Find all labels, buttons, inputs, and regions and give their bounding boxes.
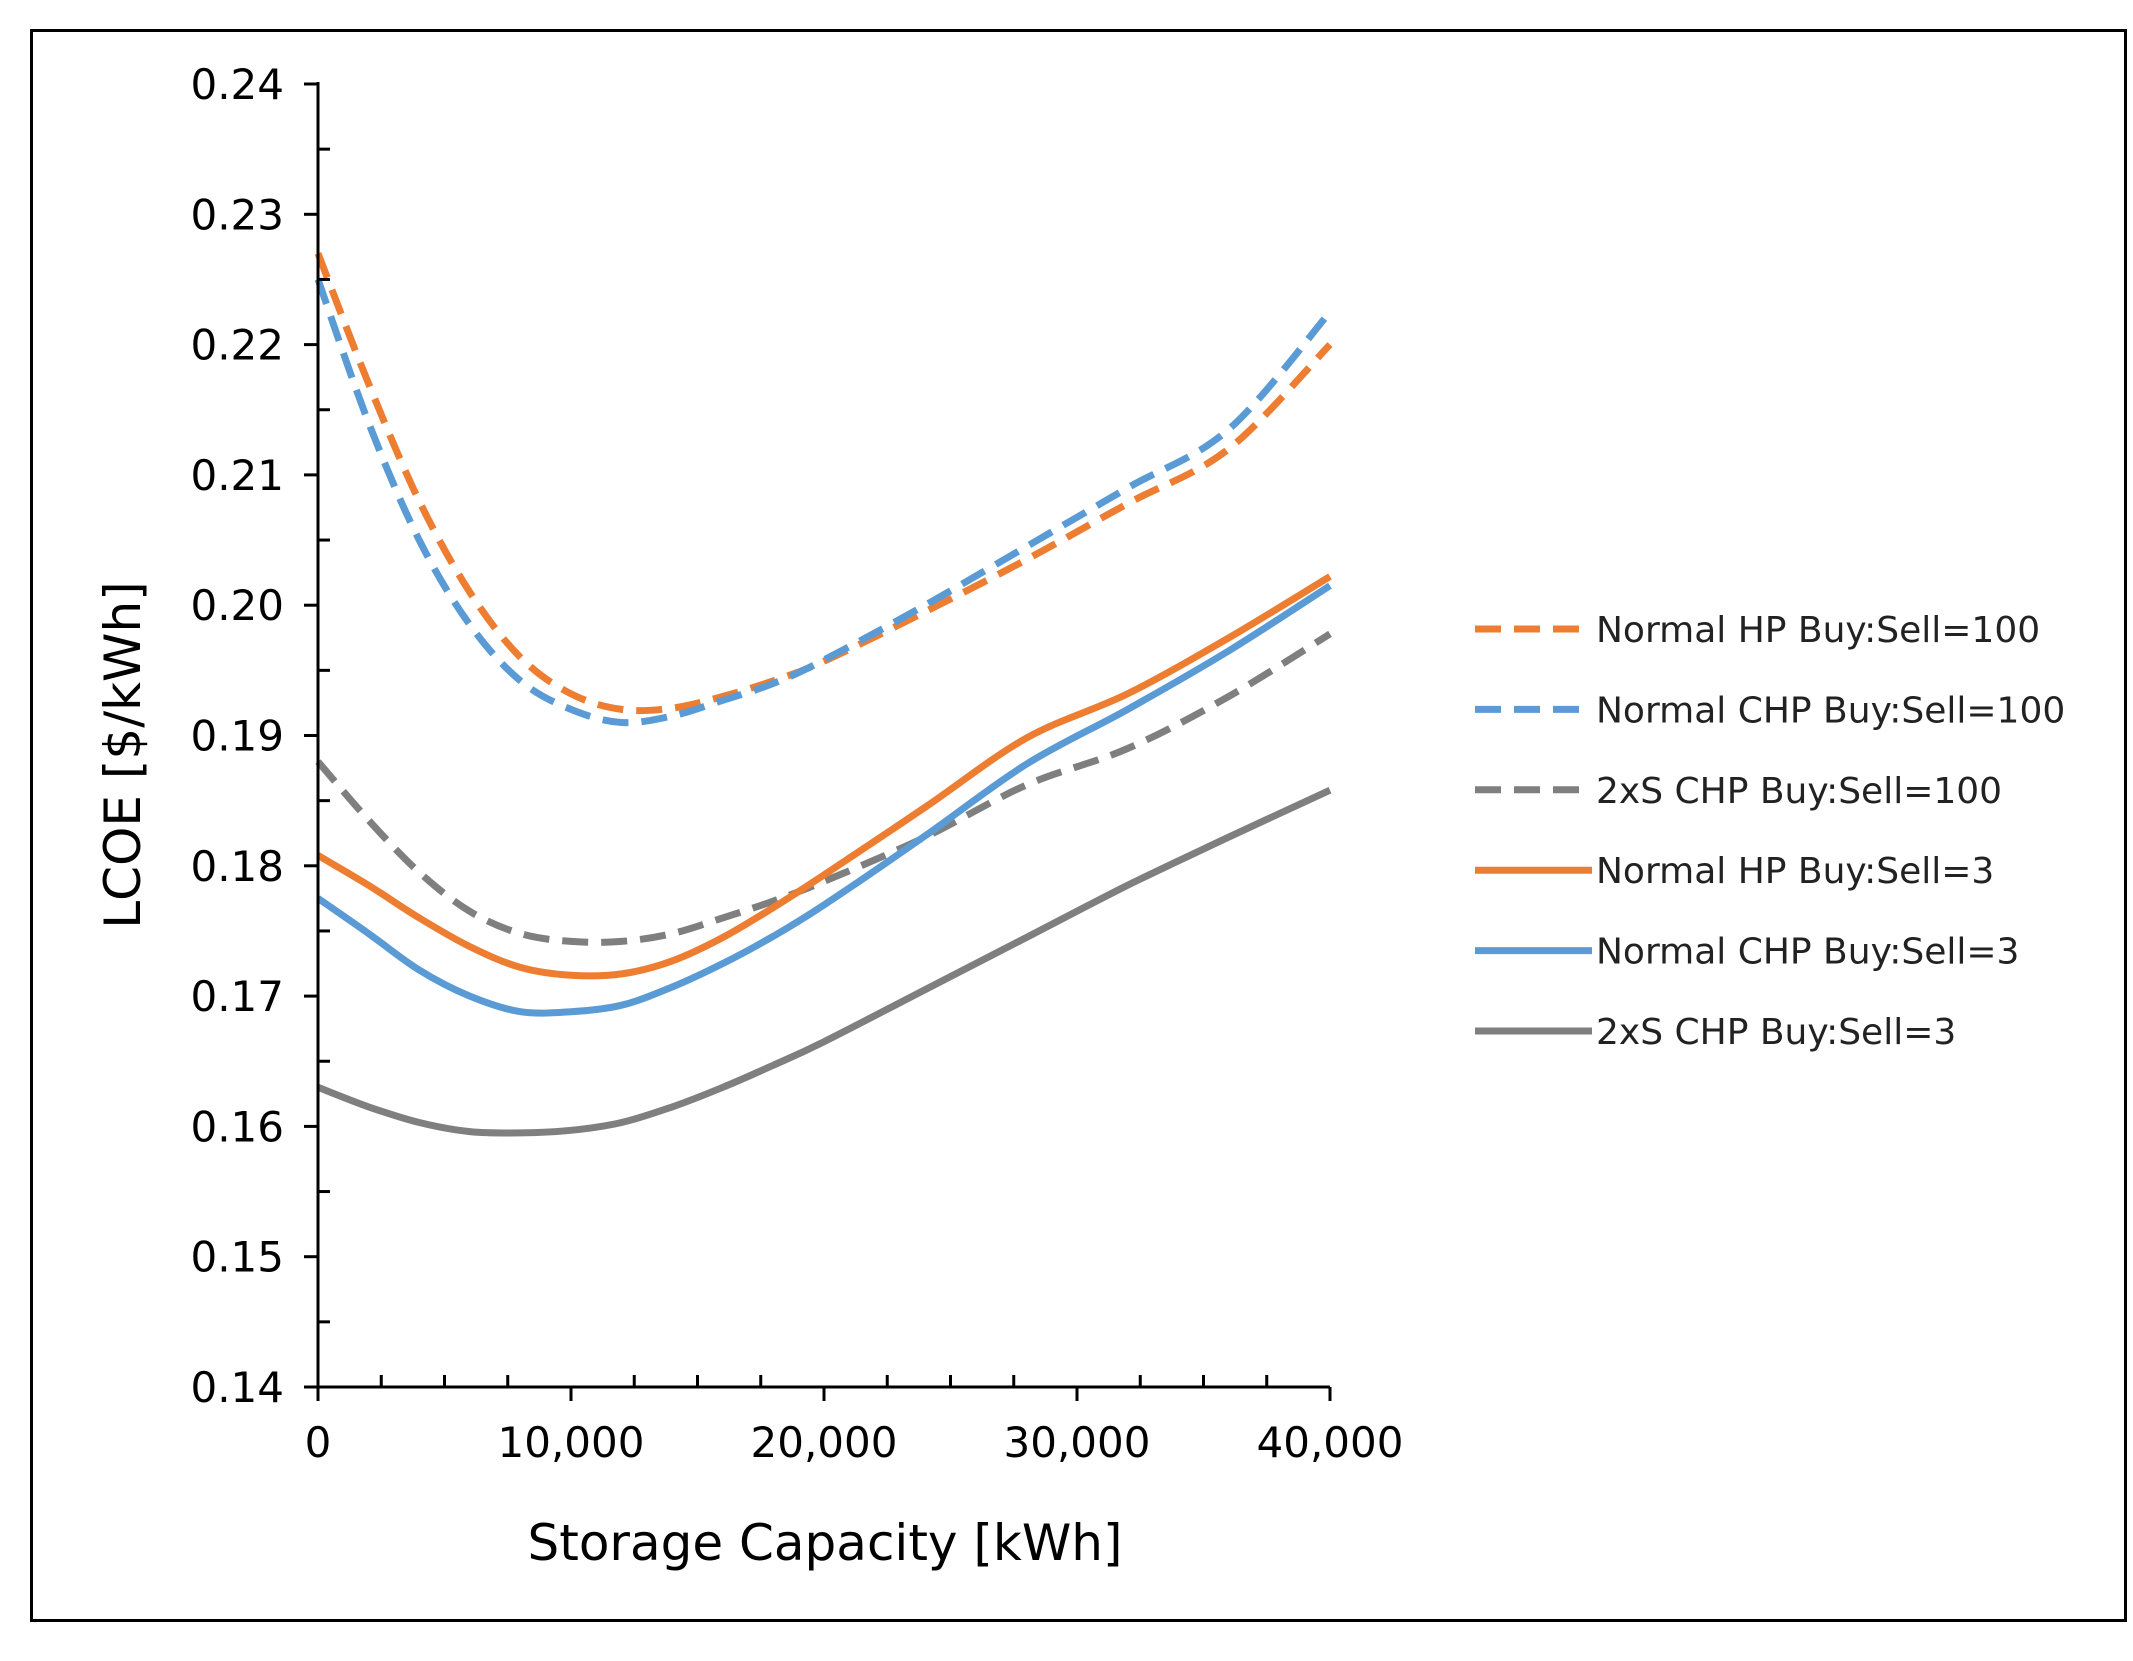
axes-layer <box>304 82 1332 1401</box>
y-tick-label: 0.17 <box>190 972 284 1021</box>
legend-label-2xs-chp-buy-sell-3: 2xS CHP Buy:Sell=3 <box>1596 1012 1956 1053</box>
y-tick-label: 0.24 <box>190 60 284 109</box>
x-axis-title: Storage Capacity [kWh] <box>527 1514 1122 1572</box>
y-tick-label: 0.16 <box>190 1102 284 1151</box>
x-tick-label: 10,000 <box>498 1418 645 1467</box>
y-tick-label: 0.23 <box>190 190 284 239</box>
x-tick-label: 30,000 <box>1004 1418 1151 1467</box>
series-line-normal-chp-buy-sell-100 <box>314 278 1333 727</box>
legend-label-2xs-chp-buy-sell-100: 2xS CHP Buy:Sell=100 <box>1596 771 2002 812</box>
y-tick-label: 0.22 <box>190 321 284 370</box>
series-line-normal-hp-buy-sell-3 <box>316 573 1332 980</box>
legend-label-normal-chp-buy-sell-3: Normal CHP Buy:Sell=3 <box>1596 932 2019 973</box>
series-line-2xs-chp-buy-sell-3 <box>316 787 1332 1137</box>
y-tick-label: 0.14 <box>190 1363 284 1412</box>
legend-label-normal-hp-buy-sell-100: Normal HP Buy:Sell=100 <box>1596 610 2040 651</box>
y-axis-title: LCOE [$/kWh] <box>94 581 152 928</box>
y-tick-label: 0.21 <box>190 451 284 500</box>
x-tick-label: 40,000 <box>1257 1418 1404 1467</box>
y-tick-label: 0.20 <box>190 581 284 630</box>
tick-labels-layer: 0.14 0.15 0.16 0.17 0.18 0.19 0.20 0.21 0.22 0.23… <box>190 60 1403 1467</box>
lines-layer <box>314 252 1333 1137</box>
legend-label-normal-hp-buy-sell-3: Normal HP Buy:Sell=3 <box>1596 851 1994 892</box>
legend-label-normal-chp-buy-sell-100: Normal CHP Buy:Sell=100 <box>1596 690 2065 731</box>
x-tick-label: 20,000 <box>751 1418 898 1467</box>
chart-frame <box>30 29 2127 1622</box>
y-tick-label: 0.15 <box>190 1233 284 1282</box>
series-line-2xs-chp-buy-sell-100 <box>315 630 1332 946</box>
series-line-normal-hp-buy-sell-100 <box>314 252 1333 715</box>
series-line-normal-chp-buy-sell-3 <box>316 582 1332 1017</box>
legend: Normal HP Buy:Sell=100 Normal CHP Buy:Sel… <box>1475 610 2065 1053</box>
y-tick-label: 0.18 <box>190 842 284 891</box>
y-tick-label: 0.19 <box>190 712 284 761</box>
x-tick-label: 0 <box>305 1418 332 1467</box>
